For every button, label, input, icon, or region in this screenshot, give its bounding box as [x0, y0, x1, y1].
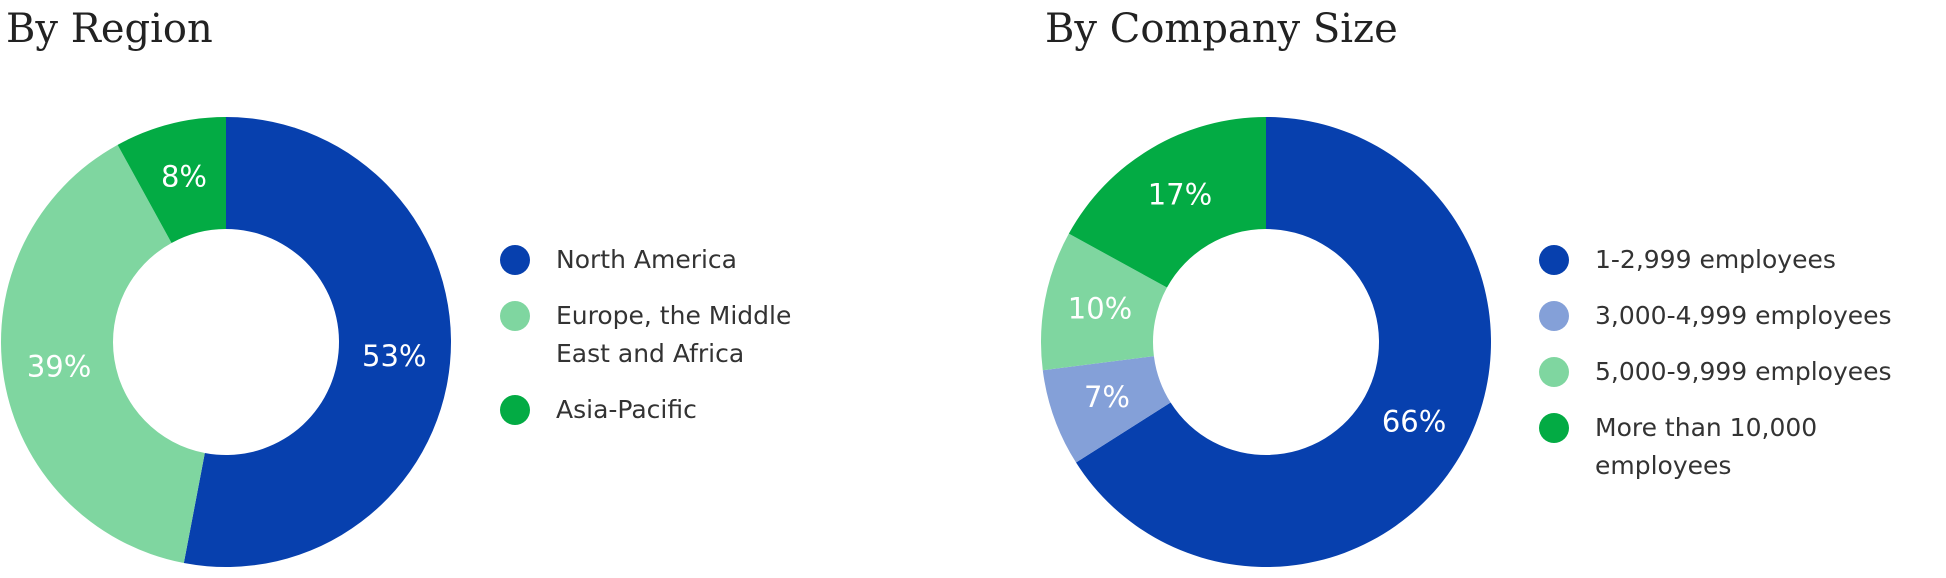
value-label: 17% [1148, 178, 1212, 212]
donut-slice [1076, 117, 1491, 567]
value-label: 53% [362, 339, 426, 373]
legend-swatch [500, 395, 530, 425]
value-label: 7% [1084, 380, 1130, 414]
chart-title: By Region [6, 6, 213, 52]
legend-swatch [500, 245, 530, 275]
legend-item: 5,000-9,999 employees [1539, 353, 1944, 391]
value-label: 39% [27, 349, 91, 383]
value-label: 8% [161, 159, 207, 193]
donut-slice [1041, 233, 1167, 371]
value-label: 10% [1068, 291, 1132, 325]
chart-title: By Company Size [1045, 6, 1398, 52]
legend-swatch [1539, 413, 1569, 443]
legend-label: 5,000-9,999 employees [1595, 357, 1892, 386]
donut-slice [1068, 116, 1266, 288]
legend-item: North America [500, 241, 830, 279]
legend-label: Europe, the Middle East and Africa [556, 301, 792, 368]
legend-item: 3,000-4,999 employees [1539, 297, 1944, 335]
legend-swatch [500, 301, 530, 331]
donut-slice [183, 117, 451, 567]
legend-item: Europe, the Middle East and Africa [500, 297, 830, 373]
legend-label: North America [556, 245, 737, 274]
legend-label: Asia-Pacific [556, 395, 697, 424]
value-label: 66% [1382, 404, 1446, 438]
legend-item: Asia-Pacific [500, 391, 830, 429]
donut-slice [1042, 356, 1171, 463]
legend-label: 3,000-4,999 employees [1595, 301, 1892, 330]
legend-swatch [1539, 357, 1569, 387]
legend: North America Europe, the Middle East and… [500, 241, 830, 429]
legend-swatch [1539, 301, 1569, 331]
legend: 1-2,999 employees 3,000-4,999 employees 5,… [1539, 241, 1944, 485]
donut-slice [0, 144, 205, 564]
legend-label: 1-2,999 employees [1595, 245, 1836, 274]
legend-swatch [1539, 245, 1569, 275]
donut-slice [117, 117, 226, 243]
legend-item: 1-2,999 employees [1539, 241, 1944, 279]
legend-label: More than 10,000 employees [1595, 413, 1818, 480]
legend-item: More than 10,000 employees [1539, 409, 1944, 485]
